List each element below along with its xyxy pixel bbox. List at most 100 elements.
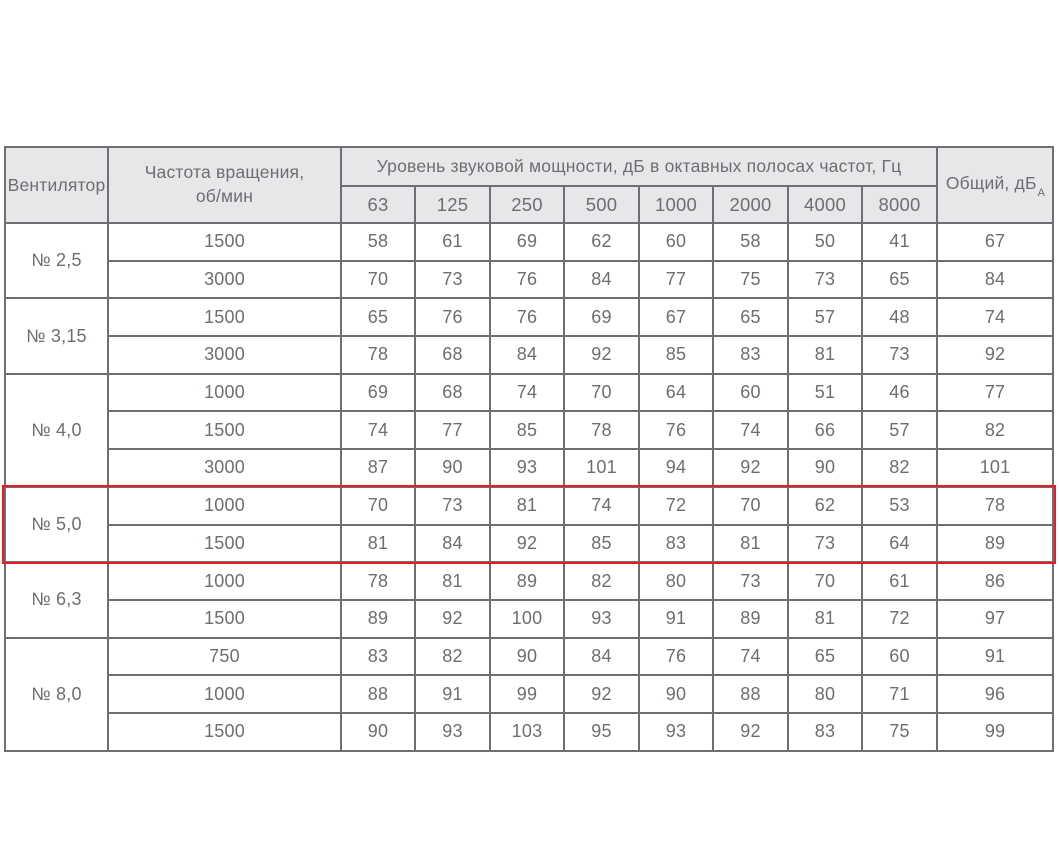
value-cell: 78	[340, 335, 416, 375]
value-cell: 81	[712, 523, 789, 564]
header-freq-63: 63	[340, 185, 416, 224]
value-cell: 73	[860, 335, 939, 375]
value-cell: 57	[787, 297, 863, 338]
value-cell: 92	[414, 598, 491, 639]
data-row: № 8,0 750 83 82 90 84 76 74 65 60 91	[4, 636, 1055, 752]
value-cell: 70	[340, 485, 416, 526]
total-cell: 99	[936, 711, 1055, 752]
value-cell: 80	[638, 561, 714, 601]
value-cell: 74	[563, 485, 640, 526]
total-cell: 74	[936, 297, 1055, 338]
header-freq-125: 125	[414, 185, 491, 224]
value-cell: 92	[712, 448, 789, 488]
data-row: 1500 89 92 100 93 91 89 81 72 97	[5, 598, 1055, 639]
value-cell: 83	[340, 636, 416, 677]
fan-cell: № 8,0	[4, 636, 109, 752]
total-cell: 78	[936, 485, 1055, 526]
value-cell: 93	[414, 711, 491, 752]
value-cell: 65	[712, 297, 789, 338]
rpm-cell: 1000	[107, 561, 342, 601]
value-cell: 101	[563, 448, 640, 488]
value-cell: 92	[563, 335, 640, 375]
data-row: 3000 70 73 76 84 77 75 73 65 84	[5, 259, 1055, 300]
data-row: 3000 78 68 84 92 85 83 81 73 92	[5, 335, 1055, 375]
value-cell: 61	[860, 561, 939, 601]
header-row-frequencies: 63 125 250 500 1000 2000 4000 8000	[5, 185, 1053, 224]
total-cell: 77	[936, 372, 1055, 413]
header-total-subscript: А	[1037, 186, 1046, 199]
value-cell: 48	[860, 297, 939, 338]
value-cell: 81	[414, 561, 491, 601]
value-cell: 89	[340, 598, 416, 639]
value-cell: 73	[787, 259, 863, 300]
value-cell: 100	[489, 598, 565, 639]
total-cell: 86	[936, 561, 1055, 601]
value-cell: 75	[860, 711, 939, 752]
value-cell: 60	[638, 222, 714, 262]
header-freq-1000: 1000	[638, 185, 714, 224]
value-cell: 75	[712, 259, 789, 300]
data-row: № 2,5 1500 58 61 69 62 60 58 50 41 67	[4, 221, 1055, 300]
value-cell: 78	[340, 561, 416, 601]
fan-cell: № 6,3	[4, 561, 109, 639]
rpm-cell: 1000	[107, 372, 342, 413]
value-cell: 69	[489, 222, 565, 262]
total-cell: 101	[936, 448, 1055, 488]
value-cell: 68	[414, 372, 491, 413]
value-cell: 82	[563, 561, 640, 601]
rpm-cell: 1500	[107, 598, 342, 639]
data-row: 3000 87 90 93 101 94 92 90 82 101	[5, 448, 1055, 488]
value-cell: 91	[414, 674, 491, 714]
rpm-cell: 1500	[107, 711, 342, 752]
total-cell: 91	[936, 636, 1055, 677]
data-row: № 6,3 1000 78 81 89 82 80 73 70 61 86	[4, 561, 1055, 639]
value-cell: 69	[563, 297, 640, 338]
value-cell: 93	[489, 448, 565, 488]
total-cell: 92	[936, 335, 1055, 375]
data-row: № 4,0 1000 69 68 74 70 64 60 51 46 77	[4, 372, 1055, 488]
value-cell: 70	[340, 259, 416, 300]
value-cell: 81	[340, 523, 416, 564]
value-cell: 41	[860, 222, 939, 262]
value-cell: 103	[489, 711, 565, 752]
value-cell: 90	[638, 674, 714, 714]
value-cell: 76	[638, 636, 714, 677]
value-cell: 76	[414, 297, 491, 338]
header-rpm: Частота вращения, об/мин	[107, 146, 342, 224]
value-cell: 93	[563, 598, 640, 639]
value-cell: 85	[638, 335, 714, 375]
value-cell: 94	[638, 448, 714, 488]
value-cell: 68	[414, 335, 491, 375]
rpm-cell: 1000	[107, 485, 342, 526]
value-cell: 76	[638, 410, 714, 451]
rpm-cell: 1500	[107, 523, 342, 564]
rpm-cell: 3000	[107, 335, 342, 375]
value-cell: 72	[860, 598, 939, 639]
value-cell: 46	[860, 372, 939, 413]
value-cell: 84	[563, 636, 640, 677]
header-freq-4000: 4000	[787, 185, 863, 224]
fan-cell: № 5,0	[4, 485, 109, 564]
value-cell: 89	[489, 561, 565, 601]
value-cell: 71	[860, 674, 939, 714]
header-freq-8000: 8000	[860, 185, 939, 224]
value-cell: 84	[414, 523, 491, 564]
rpm-cell: 1500	[107, 410, 342, 451]
data-row: 1000 88 91 99 92 90 88 80 71 96	[5, 674, 1055, 714]
fan-cell: № 2,5	[4, 221, 109, 300]
data-row: № 3,15 1500 65 76 76 69 67 65 57 48 74	[4, 297, 1055, 375]
fan-cell: № 4,0	[4, 372, 109, 488]
value-cell: 80	[787, 674, 863, 714]
value-cell: 73	[414, 259, 491, 300]
value-cell: 72	[638, 485, 714, 526]
value-cell: 93	[638, 711, 714, 752]
total-cell: 82	[936, 410, 1055, 451]
value-cell: 57	[860, 410, 939, 451]
sound-power-table-wrap: Вентилятор Частота вращения, об/мин Уров…	[2, 146, 1057, 752]
total-cell: 84	[936, 259, 1055, 300]
value-cell: 92	[563, 674, 640, 714]
total-cell: 97	[936, 598, 1055, 639]
value-cell: 90	[414, 448, 491, 488]
header-total-label: Общий, дБ	[945, 173, 1037, 194]
value-cell: 87	[340, 448, 416, 488]
